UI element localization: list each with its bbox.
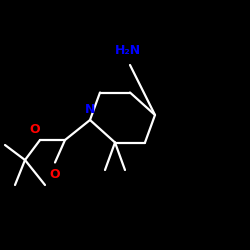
- Text: O: O: [50, 168, 60, 180]
- Text: N: N: [85, 103, 95, 116]
- Text: H₂N: H₂N: [114, 44, 140, 58]
- Text: O: O: [30, 123, 40, 136]
